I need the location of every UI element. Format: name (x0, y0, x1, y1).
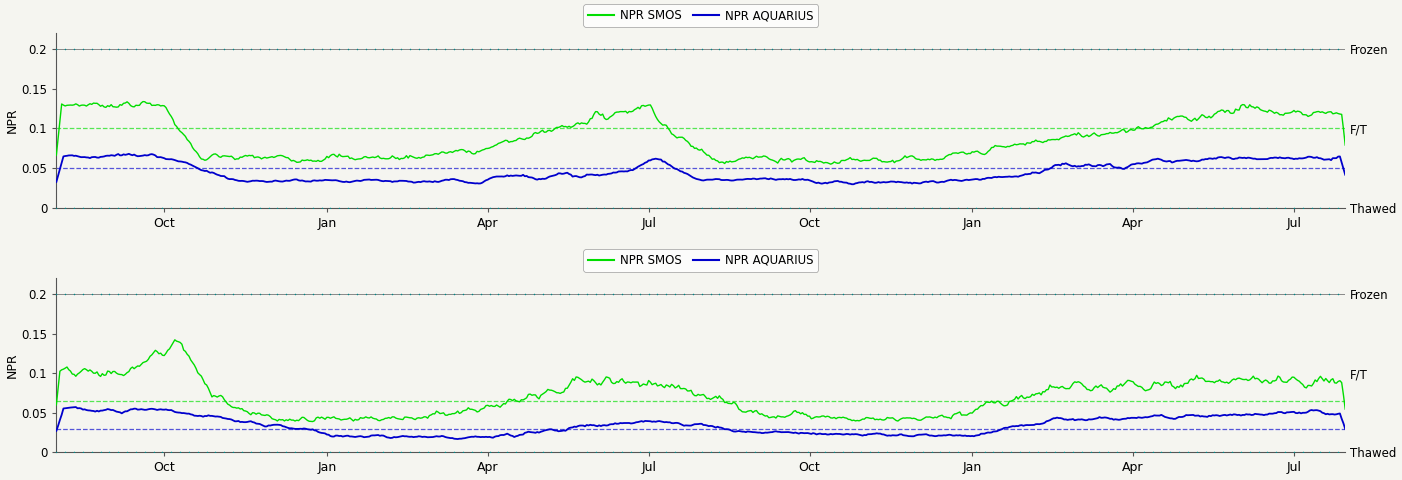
Y-axis label: NPR: NPR (6, 108, 18, 133)
Y-axis label: NPR: NPR (6, 352, 18, 378)
Legend: NPR SMOS, NPR AQUARIUS: NPR SMOS, NPR AQUARIUS (583, 4, 819, 27)
Legend: NPR SMOS, NPR AQUARIUS: NPR SMOS, NPR AQUARIUS (583, 249, 819, 272)
